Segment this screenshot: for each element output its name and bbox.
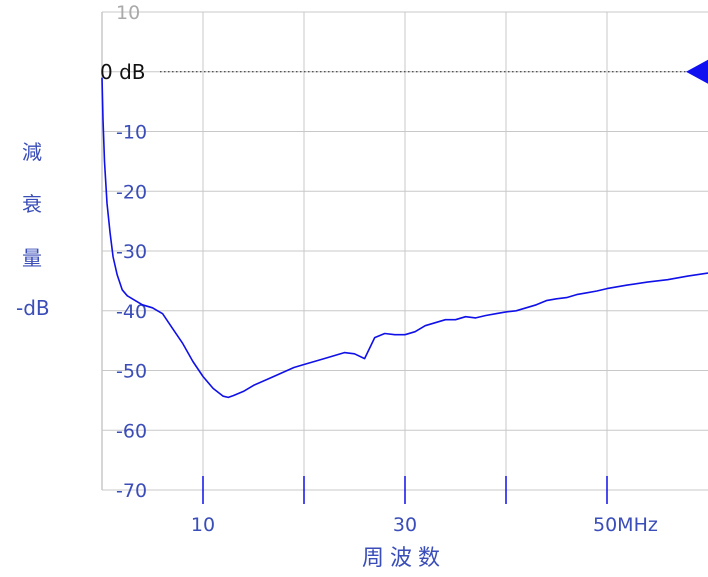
x-tick-label: 30 [393, 514, 417, 536]
y-axis-label-char: 衰 [22, 188, 42, 217]
y-tick-label: -60 [116, 420, 147, 442]
y-tick-label: -20 [116, 181, 147, 203]
y-tick-label: -10 [116, 122, 147, 144]
y-tick-label: -70 [116, 480, 147, 502]
grid-lines [102, 12, 708, 490]
x-tick-label: 50MHz [593, 514, 658, 536]
reference-label: 0 dB [100, 60, 146, 84]
x-axis-label: 周波数 [362, 540, 446, 572]
y-axis-label-char: 減 [22, 136, 42, 165]
reference-marker-icon [686, 60, 708, 84]
y-axis-label-char: -dB [16, 296, 50, 320]
x-ticks: 10 30 50MHz [191, 476, 658, 536]
y-tick-label: -50 [116, 361, 147, 383]
x-tick-label: 10 [191, 514, 215, 536]
y-tick-label: -30 [116, 241, 147, 263]
y-tick-label: 10 [116, 2, 140, 24]
y-axis-label-char: 量 [22, 242, 42, 271]
